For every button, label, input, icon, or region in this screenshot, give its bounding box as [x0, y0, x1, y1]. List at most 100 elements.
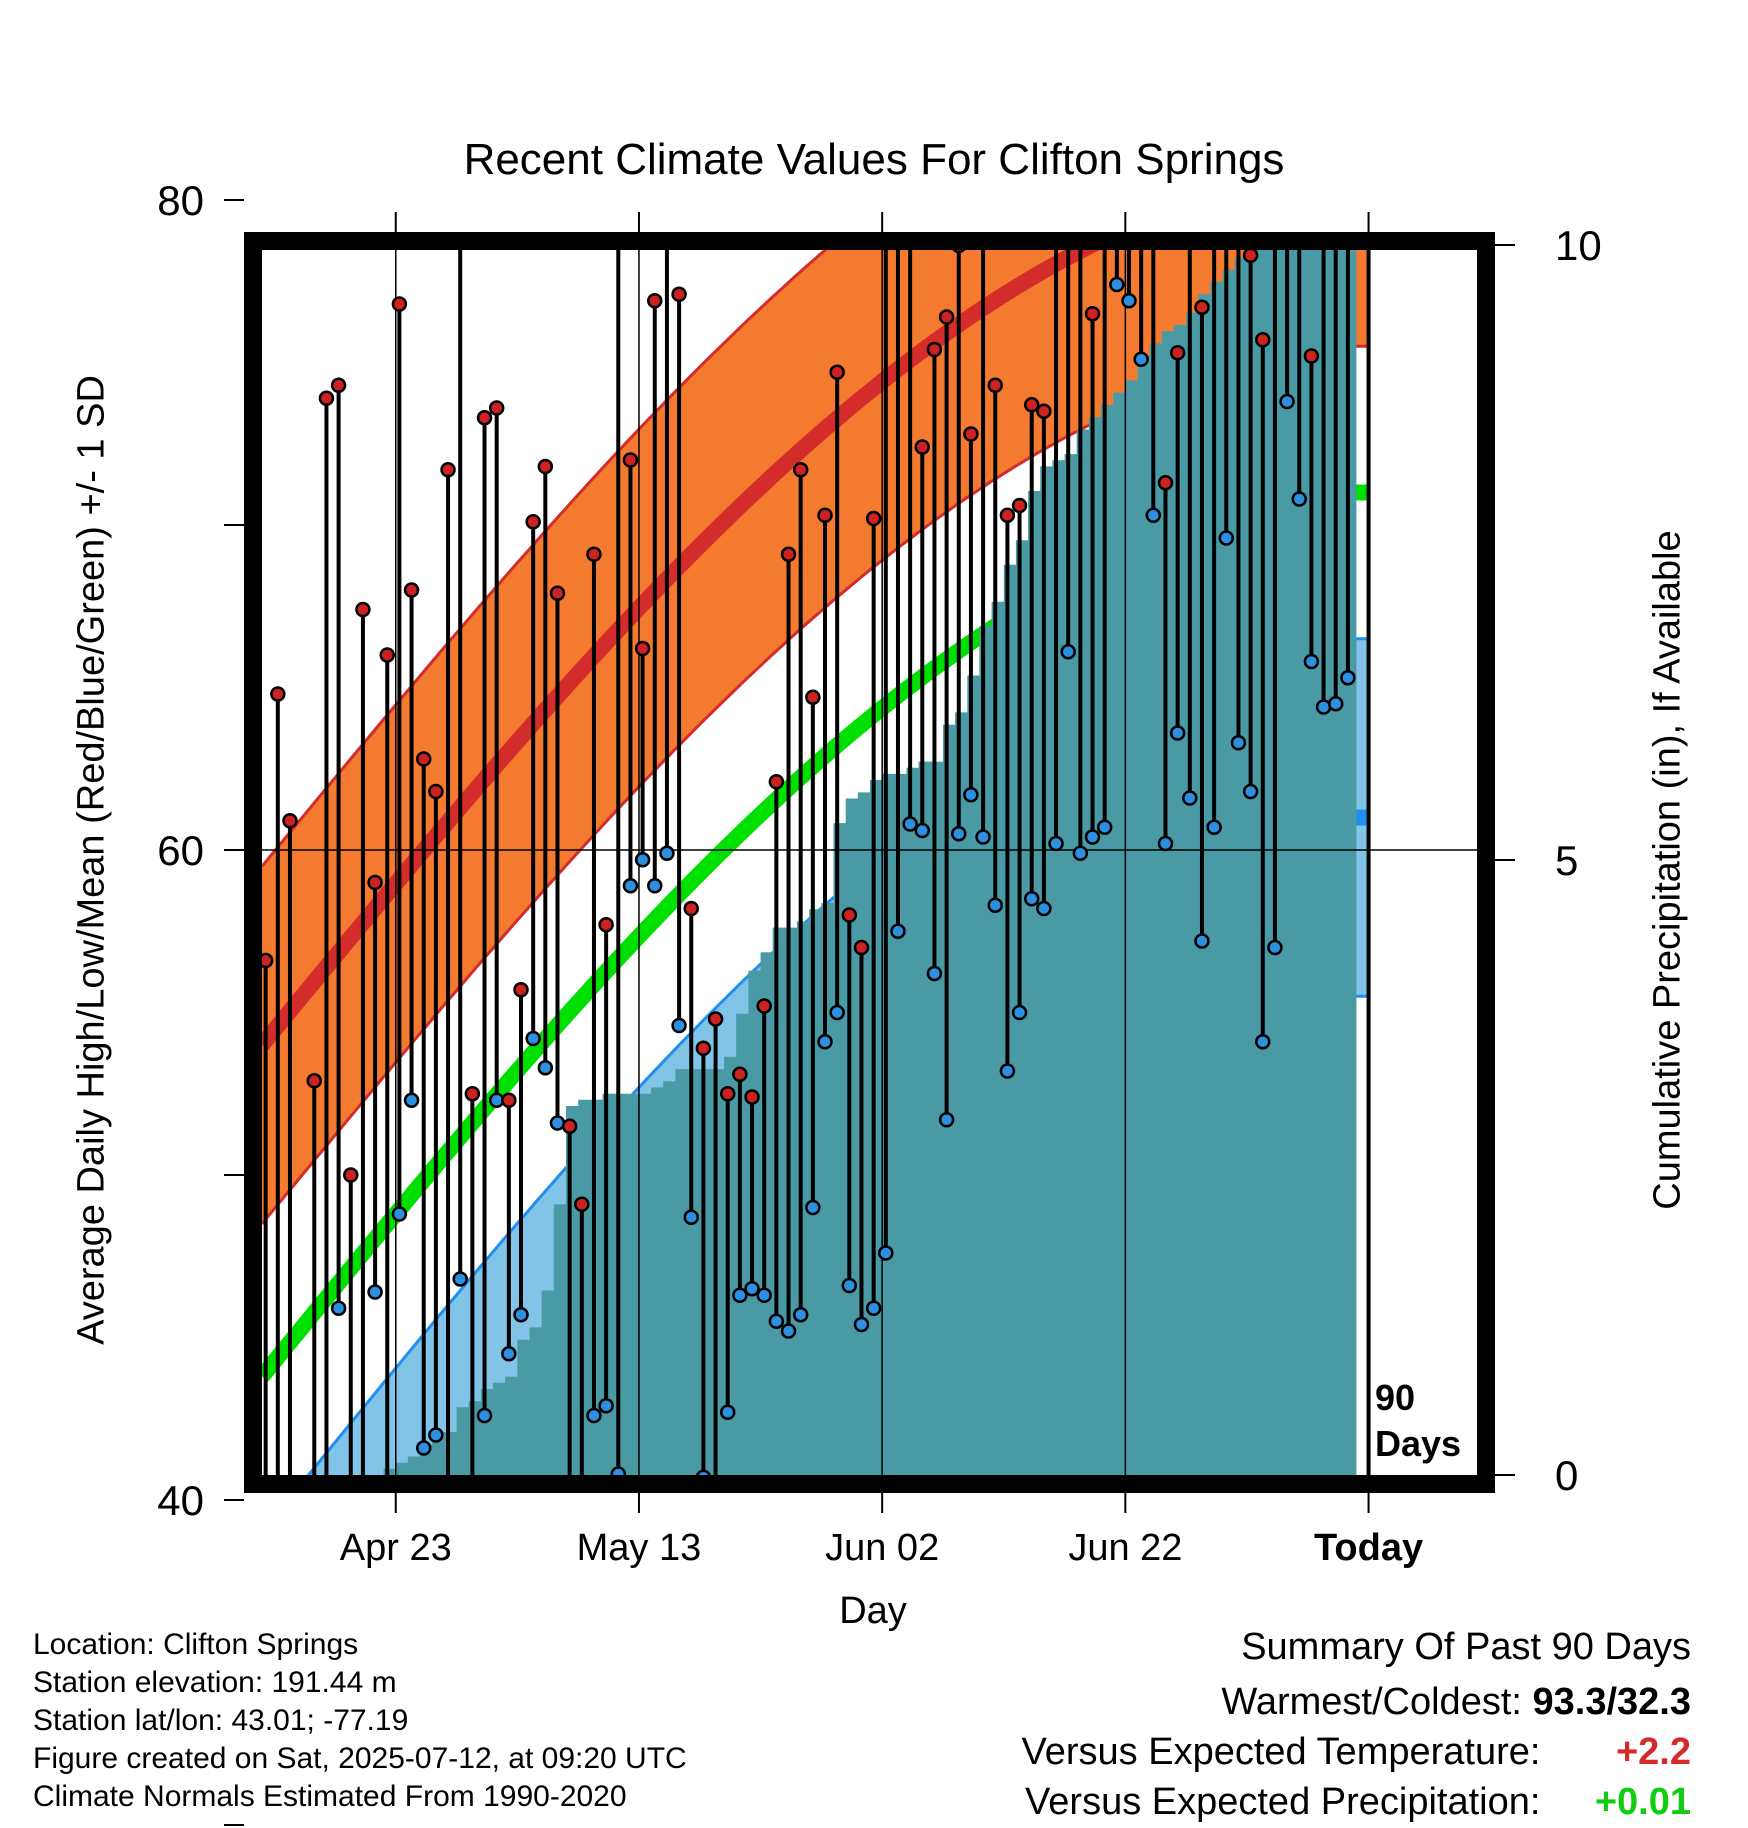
observed-low-point: [1242, 783, 1259, 800]
observed-high-point: [1220, 103, 1233, 116]
observed-high-point: [1084, 306, 1101, 322]
location-text: Location: Clifton Springs: [33, 1628, 359, 1661]
observed-low-point: [805, 1199, 821, 1216]
observed-high-point: [464, 1086, 481, 1102]
observed-high-point: [1023, 397, 1040, 413]
plot-frame: [244, 232, 1495, 1493]
observed-low-point: [476, 1407, 493, 1424]
observed-low-point: [320, 1549, 333, 1562]
observed-low-point: [356, 1575, 369, 1588]
observed-high-point: [1074, 116, 1087, 129]
right-axis-tick-label: 10: [1555, 222, 1602, 269]
observed-high-point: [1062, 64, 1075, 77]
observed-low-point: [987, 897, 1003, 913]
observed-high-point: [805, 689, 821, 705]
observed-low-point: [671, 1017, 687, 1034]
observed-low-point: [563, 1529, 576, 1542]
station-info: Location: Clifton Springs Station elevat…: [33, 1626, 687, 1816]
observed-low-point: [1279, 393, 1295, 410]
observed-high-point: [904, 207, 917, 220]
observed-low-point: [1157, 835, 1174, 852]
observed-low-point: [926, 965, 943, 982]
observed-low-point: [403, 1092, 420, 1108]
observed-high-point: [379, 647, 395, 663]
normals-text: Climate Normals Estimated From 1990-2020: [33, 1780, 627, 1813]
observed-low-point: [1182, 790, 1198, 806]
observed-low-point: [659, 845, 675, 861]
observed-high-point: [318, 390, 335, 406]
observed-low-point: [513, 1307, 529, 1323]
observed-high-point: [1169, 345, 1186, 361]
observed-high-point: [343, 1167, 359, 1183]
observed-low-point: [598, 1398, 614, 1414]
observed-low-point: [1255, 1034, 1271, 1050]
warm-cold-label: Warmest/Coldest:: [1221, 1681, 1522, 1723]
observed-high-point: [719, 1086, 736, 1102]
warm-cold-row: Warmest/Coldest: 93.3/32.3: [1022, 1677, 1691, 1727]
observed-high-point: [561, 1118, 578, 1134]
observed-high-point: [1011, 497, 1028, 514]
x-axis-tick-label: Jun 22: [1068, 1527, 1182, 1569]
observed-high-point: [1255, 332, 1271, 348]
observed-high-point: [829, 364, 845, 380]
observed-low-point: [1291, 491, 1307, 507]
observed-high-point: [296, 1513, 309, 1526]
created-text: Figure created on Sat, 2025-07-12, at 09…: [33, 1742, 687, 1775]
observed-high-point: [612, 187, 625, 200]
precip-label: Versus Expected Precipitation:: [1025, 1781, 1541, 1823]
observed-high-point: [865, 510, 882, 527]
days-count: 90: [1375, 1377, 1416, 1418]
observed-low-point: [768, 1313, 785, 1329]
temp-value: +2.2: [1615, 1731, 1691, 1773]
observed-high-point: [1317, 216, 1330, 229]
observed-low-point: [452, 1271, 468, 1287]
observed-high-point: [756, 998, 772, 1014]
observed-high-point: [586, 546, 602, 562]
x-axis-label: Day: [839, 1590, 907, 1632]
precip-value: +0.01: [1594, 1781, 1691, 1823]
observed-low-point: [841, 1277, 858, 1294]
observed-low-point: [647, 878, 663, 894]
observed-low-point: [792, 1307, 809, 1323]
observed-high-point: [671, 286, 687, 302]
observed-low-point: [1303, 653, 1320, 670]
observed-high-point: [454, 5, 467, 18]
observed-low-point: [1060, 644, 1076, 660]
observed-low-point: [1011, 1004, 1028, 1021]
observed-high-point: [1036, 403, 1052, 419]
days-word: Days: [1375, 1423, 1462, 1464]
observed-high-point: [488, 400, 505, 416]
observed-low-point: [829, 1004, 845, 1021]
observed-low-point: [902, 816, 918, 832]
observed-high-point: [403, 582, 420, 598]
observed-high-point: [926, 341, 943, 358]
observed-high-point: [1329, 77, 1342, 90]
summary-panel: Summary Of Past 90 Days Warmest/Coldest:…: [1022, 1626, 1691, 1827]
observed-low-point: [1133, 351, 1149, 367]
observed-low-point: [878, 1245, 894, 1261]
left-axis-tick-label: 40: [157, 1477, 204, 1524]
days-window-label: 90 Days: [1375, 1375, 1461, 1467]
observed-low-point: [914, 822, 931, 839]
observed-high-point: [598, 917, 614, 933]
observed-low-point: [428, 1427, 444, 1443]
observed-high-point: [977, 197, 990, 210]
observed-high-point: [914, 439, 931, 455]
observed-high-point: [574, 1196, 590, 1212]
observed-low-point: [1145, 507, 1162, 523]
observed-high-point: [1242, 250, 1259, 263]
observed-high-point: [330, 377, 347, 393]
observed-high-point: [1232, 112, 1245, 125]
observed-low-point: [1084, 829, 1101, 845]
observed-high-point: [768, 774, 785, 790]
observed-low-point: [853, 1316, 870, 1333]
right-axis-tick-label: 5: [1555, 837, 1578, 884]
observed-low-point: [610, 1466, 627, 1475]
observed-low-point: [780, 1323, 797, 1339]
observed-low-point: [622, 878, 639, 894]
observed-high-point: [1157, 475, 1174, 491]
observed-low-point: [1327, 696, 1344, 712]
x-axis-tick-label: Apr 23: [340, 1527, 452, 1569]
x-axis-tick-label: Jun 02: [825, 1527, 939, 1569]
